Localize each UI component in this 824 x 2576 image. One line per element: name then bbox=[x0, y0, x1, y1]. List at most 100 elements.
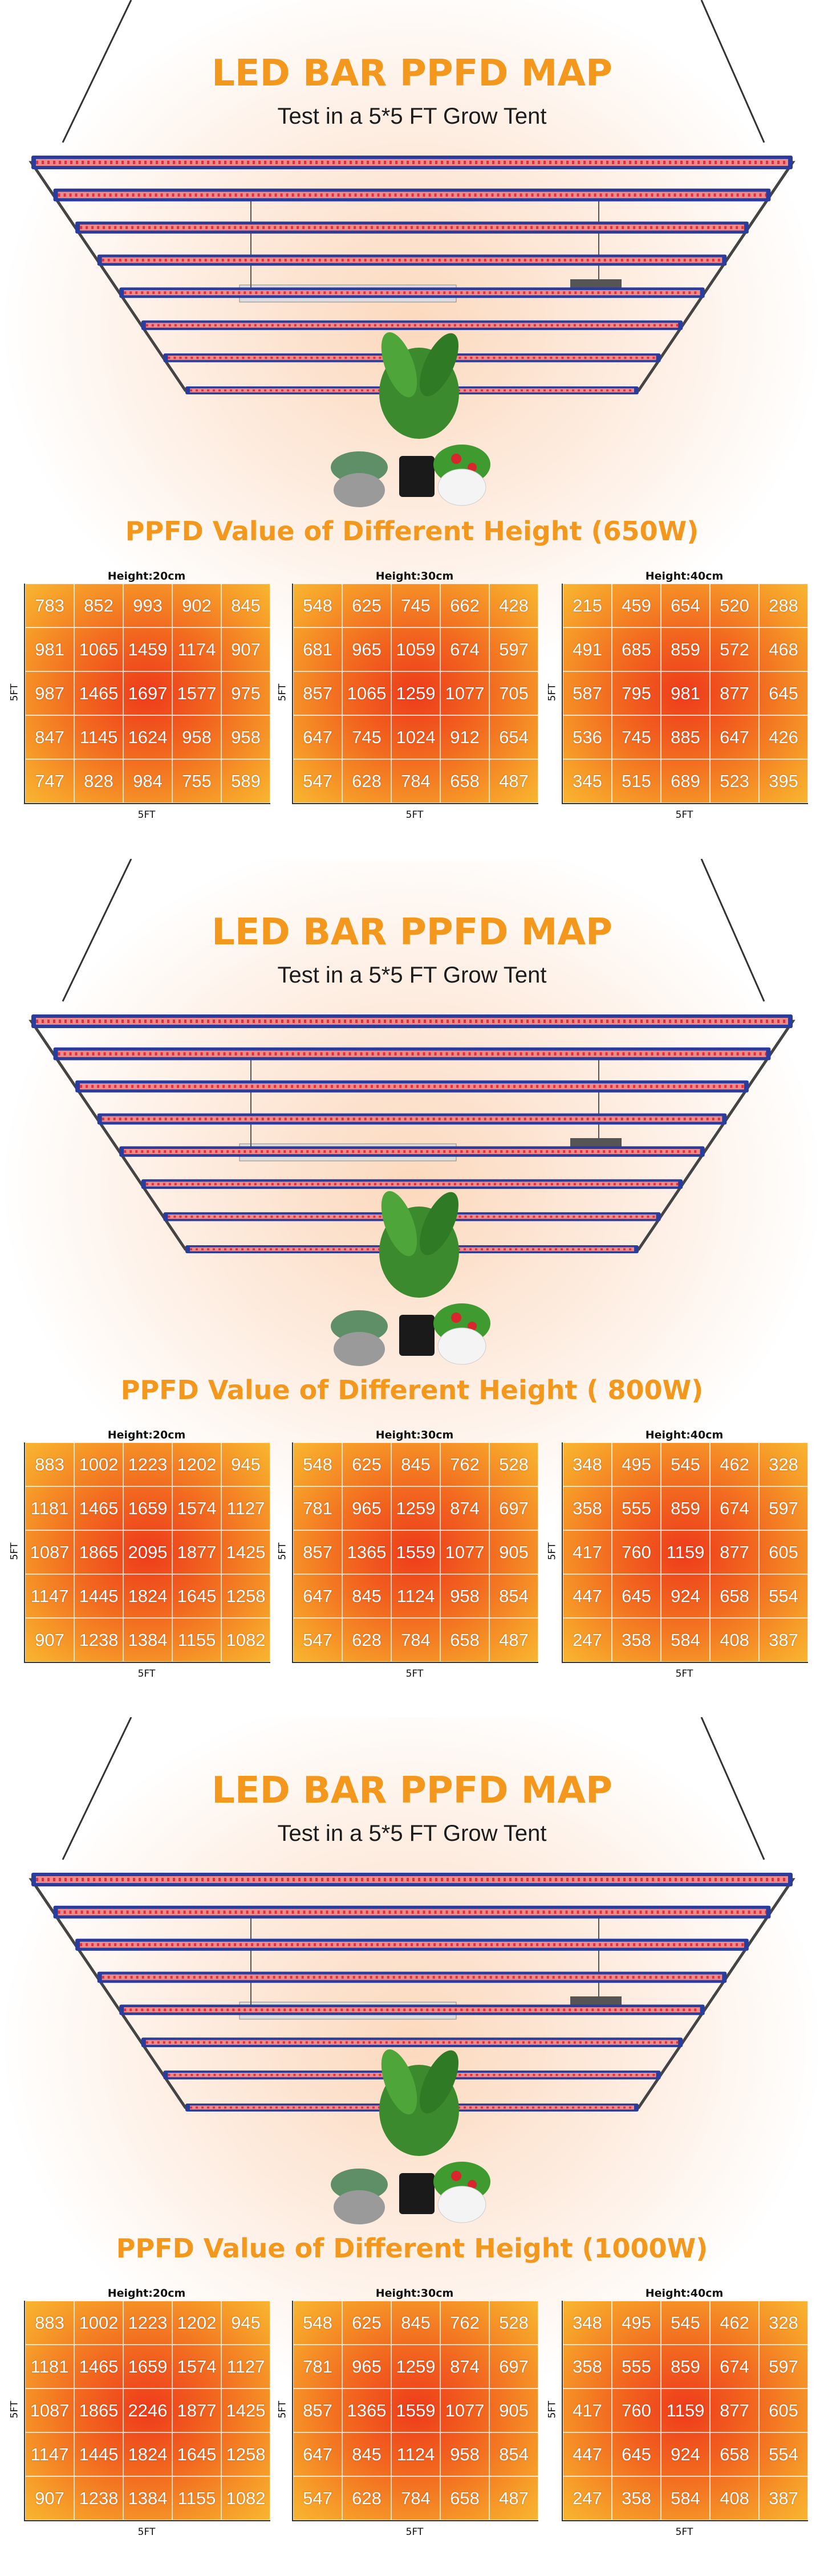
ppfd-value: 462 bbox=[710, 2301, 759, 2345]
ppfd-value: 993 bbox=[123, 584, 172, 627]
plant-leaves bbox=[419, 2050, 459, 2114]
side-label: 5FT bbox=[277, 2400, 289, 2419]
ppfd-value: 877 bbox=[710, 1530, 759, 1574]
hanging-wire bbox=[700, 0, 765, 143]
ppfd-value: 905 bbox=[489, 1530, 538, 1574]
ppfd-value: 495 bbox=[612, 1442, 661, 1486]
ppfd-value: 674 bbox=[440, 627, 489, 671]
side-label: 5FT bbox=[9, 683, 21, 702]
section-title: LED BAR PPFD MAP bbox=[212, 52, 612, 95]
ppfd-value: 1645 bbox=[172, 2432, 221, 2476]
ppfd-value: 902 bbox=[172, 584, 221, 627]
ppfd-value: 597 bbox=[759, 2345, 808, 2388]
ppfd-value: 548 bbox=[293, 584, 342, 627]
ppfd-value: 859 bbox=[661, 2345, 710, 2388]
section-title: LED BAR PPFD MAP bbox=[212, 911, 612, 953]
ppfd-value: 907 bbox=[25, 1618, 74, 1662]
bottom-label: 5FT bbox=[675, 809, 693, 821]
plant-leaves bbox=[419, 333, 459, 397]
ppfd-value: 762 bbox=[440, 1442, 489, 1486]
hanging-wire bbox=[62, 859, 132, 1002]
ppfd-value: 907 bbox=[25, 2476, 74, 2520]
ppfd-value: 1559 bbox=[391, 2388, 440, 2432]
ppfd-value: 1002 bbox=[74, 1442, 123, 1486]
ppfd-value: 924 bbox=[661, 1574, 710, 1618]
ppfd-value: 760 bbox=[612, 1530, 661, 1574]
ppfd-value: 1202 bbox=[172, 1442, 221, 1486]
ppfd-value: 417 bbox=[563, 1530, 612, 1574]
ppfd-value: 1365 bbox=[342, 1530, 391, 1574]
plant-pot bbox=[334, 473, 385, 507]
ppfd-grid: 548 625 845 762 528 781 965 1259 874 697 857 1365 15… bbox=[292, 2301, 538, 2521]
ppfd-value: 2095 bbox=[123, 1530, 172, 1574]
ppfd-value: 468 bbox=[759, 627, 808, 671]
ppfd-value: 689 bbox=[661, 759, 710, 803]
hanging-wire bbox=[700, 859, 765, 1002]
ppfd-value: 1624 bbox=[123, 715, 172, 759]
ppfd-value: 1577 bbox=[172, 671, 221, 715]
ppfd-grid: 348 495 545 462 328 358 555 859 674 597 417 760 1159… bbox=[562, 1442, 808, 1663]
ppfd-value: 1659 bbox=[123, 2345, 172, 2388]
side-label: 5FT bbox=[546, 1542, 558, 1560]
map-label: Height:20cm bbox=[107, 1429, 186, 1441]
ppfd-value: 548 bbox=[293, 1442, 342, 1486]
ppfd-value: 589 bbox=[221, 759, 270, 803]
ppfd-value: 1259 bbox=[391, 2345, 440, 2388]
ppfd-value: 760 bbox=[612, 2388, 661, 2432]
ppfd-value: 1065 bbox=[74, 627, 123, 671]
ppfd-value: 1259 bbox=[391, 1486, 440, 1530]
side-label: 5FT bbox=[277, 683, 289, 702]
ppfd-map: Height:40cm 348 495 545 462 328 358 555 859 674 59… bbox=[546, 1429, 808, 1691]
ppfd-value: 597 bbox=[489, 627, 538, 671]
ppfd-value: 762 bbox=[440, 2301, 489, 2345]
ppfd-section: LED BAR PPFD MAP Test in a 5*5 FT Grow Te… bbox=[0, 859, 824, 1717]
ppfd-value: 459 bbox=[612, 584, 661, 627]
ppfd-value: 487 bbox=[489, 1618, 538, 1662]
ppfd-value: 1174 bbox=[172, 627, 221, 671]
ppfd-value: 662 bbox=[440, 584, 489, 627]
ppfd-value: 247 bbox=[563, 2476, 612, 2520]
ppfd-value: 555 bbox=[612, 1486, 661, 1530]
ppfd-value: 545 bbox=[661, 2301, 710, 2345]
ppfd-value: 647 bbox=[293, 715, 342, 759]
ppfd-value: 1384 bbox=[123, 1618, 172, 1662]
plant-pot bbox=[437, 468, 486, 506]
ppfd-value: 965 bbox=[342, 627, 391, 671]
ppfd-value: 1155 bbox=[172, 2476, 221, 2520]
ppfd-value: 408 bbox=[710, 1618, 759, 1662]
ppfd-value: 857 bbox=[293, 671, 342, 715]
ppfd-value: 784 bbox=[391, 2476, 440, 2520]
ppfd-value: 845 bbox=[391, 2301, 440, 2345]
ppfd-map: Height:20cm 883 1002 1223 1202 945 1181 1465 165… bbox=[9, 2287, 270, 2549]
ppfd-value: 358 bbox=[612, 2476, 661, 2520]
ppfd-value: 1465 bbox=[74, 2345, 123, 2388]
fixture-illustration bbox=[29, 0, 795, 507]
ppfd-value: 1259 bbox=[391, 671, 440, 715]
ppfd-value: 783 bbox=[25, 584, 74, 627]
ppfd-value: 1877 bbox=[172, 1530, 221, 1574]
ppfd-value: 859 bbox=[661, 627, 710, 671]
side-label: 5FT bbox=[9, 1542, 21, 1560]
map-label: Height:40cm bbox=[645, 570, 724, 582]
led-strip bbox=[145, 2040, 679, 2045]
ppfd-value: 845 bbox=[391, 1442, 440, 1486]
ppfd-value: 1659 bbox=[123, 1486, 172, 1530]
ppfd-value: 1258 bbox=[221, 2432, 270, 2476]
ppfd-value: 845 bbox=[342, 2432, 391, 2476]
ppfd-value: 348 bbox=[563, 2301, 612, 2345]
ppfd-value: 348 bbox=[563, 1442, 612, 1486]
map-label: Height:30cm bbox=[375, 1429, 454, 1441]
ppfd-value: 1124 bbox=[391, 1574, 440, 1618]
ppfd-map: Height:30cm 548 625 845 762 528 781 965 1259 874 6… bbox=[277, 2287, 538, 2549]
ppfd-value: 447 bbox=[563, 2432, 612, 2476]
ppfd-value: 572 bbox=[710, 627, 759, 671]
ppfd-value: 658 bbox=[710, 1574, 759, 1618]
flower bbox=[451, 1313, 461, 1323]
ppfd-value: 883 bbox=[25, 2301, 74, 2345]
ppfd-value: 658 bbox=[440, 2476, 489, 2520]
ppfd-value: 1147 bbox=[25, 1574, 74, 1618]
map-label: Height:20cm bbox=[107, 2287, 186, 2300]
led-strip bbox=[145, 323, 679, 328]
side-label: 5FT bbox=[546, 683, 558, 702]
